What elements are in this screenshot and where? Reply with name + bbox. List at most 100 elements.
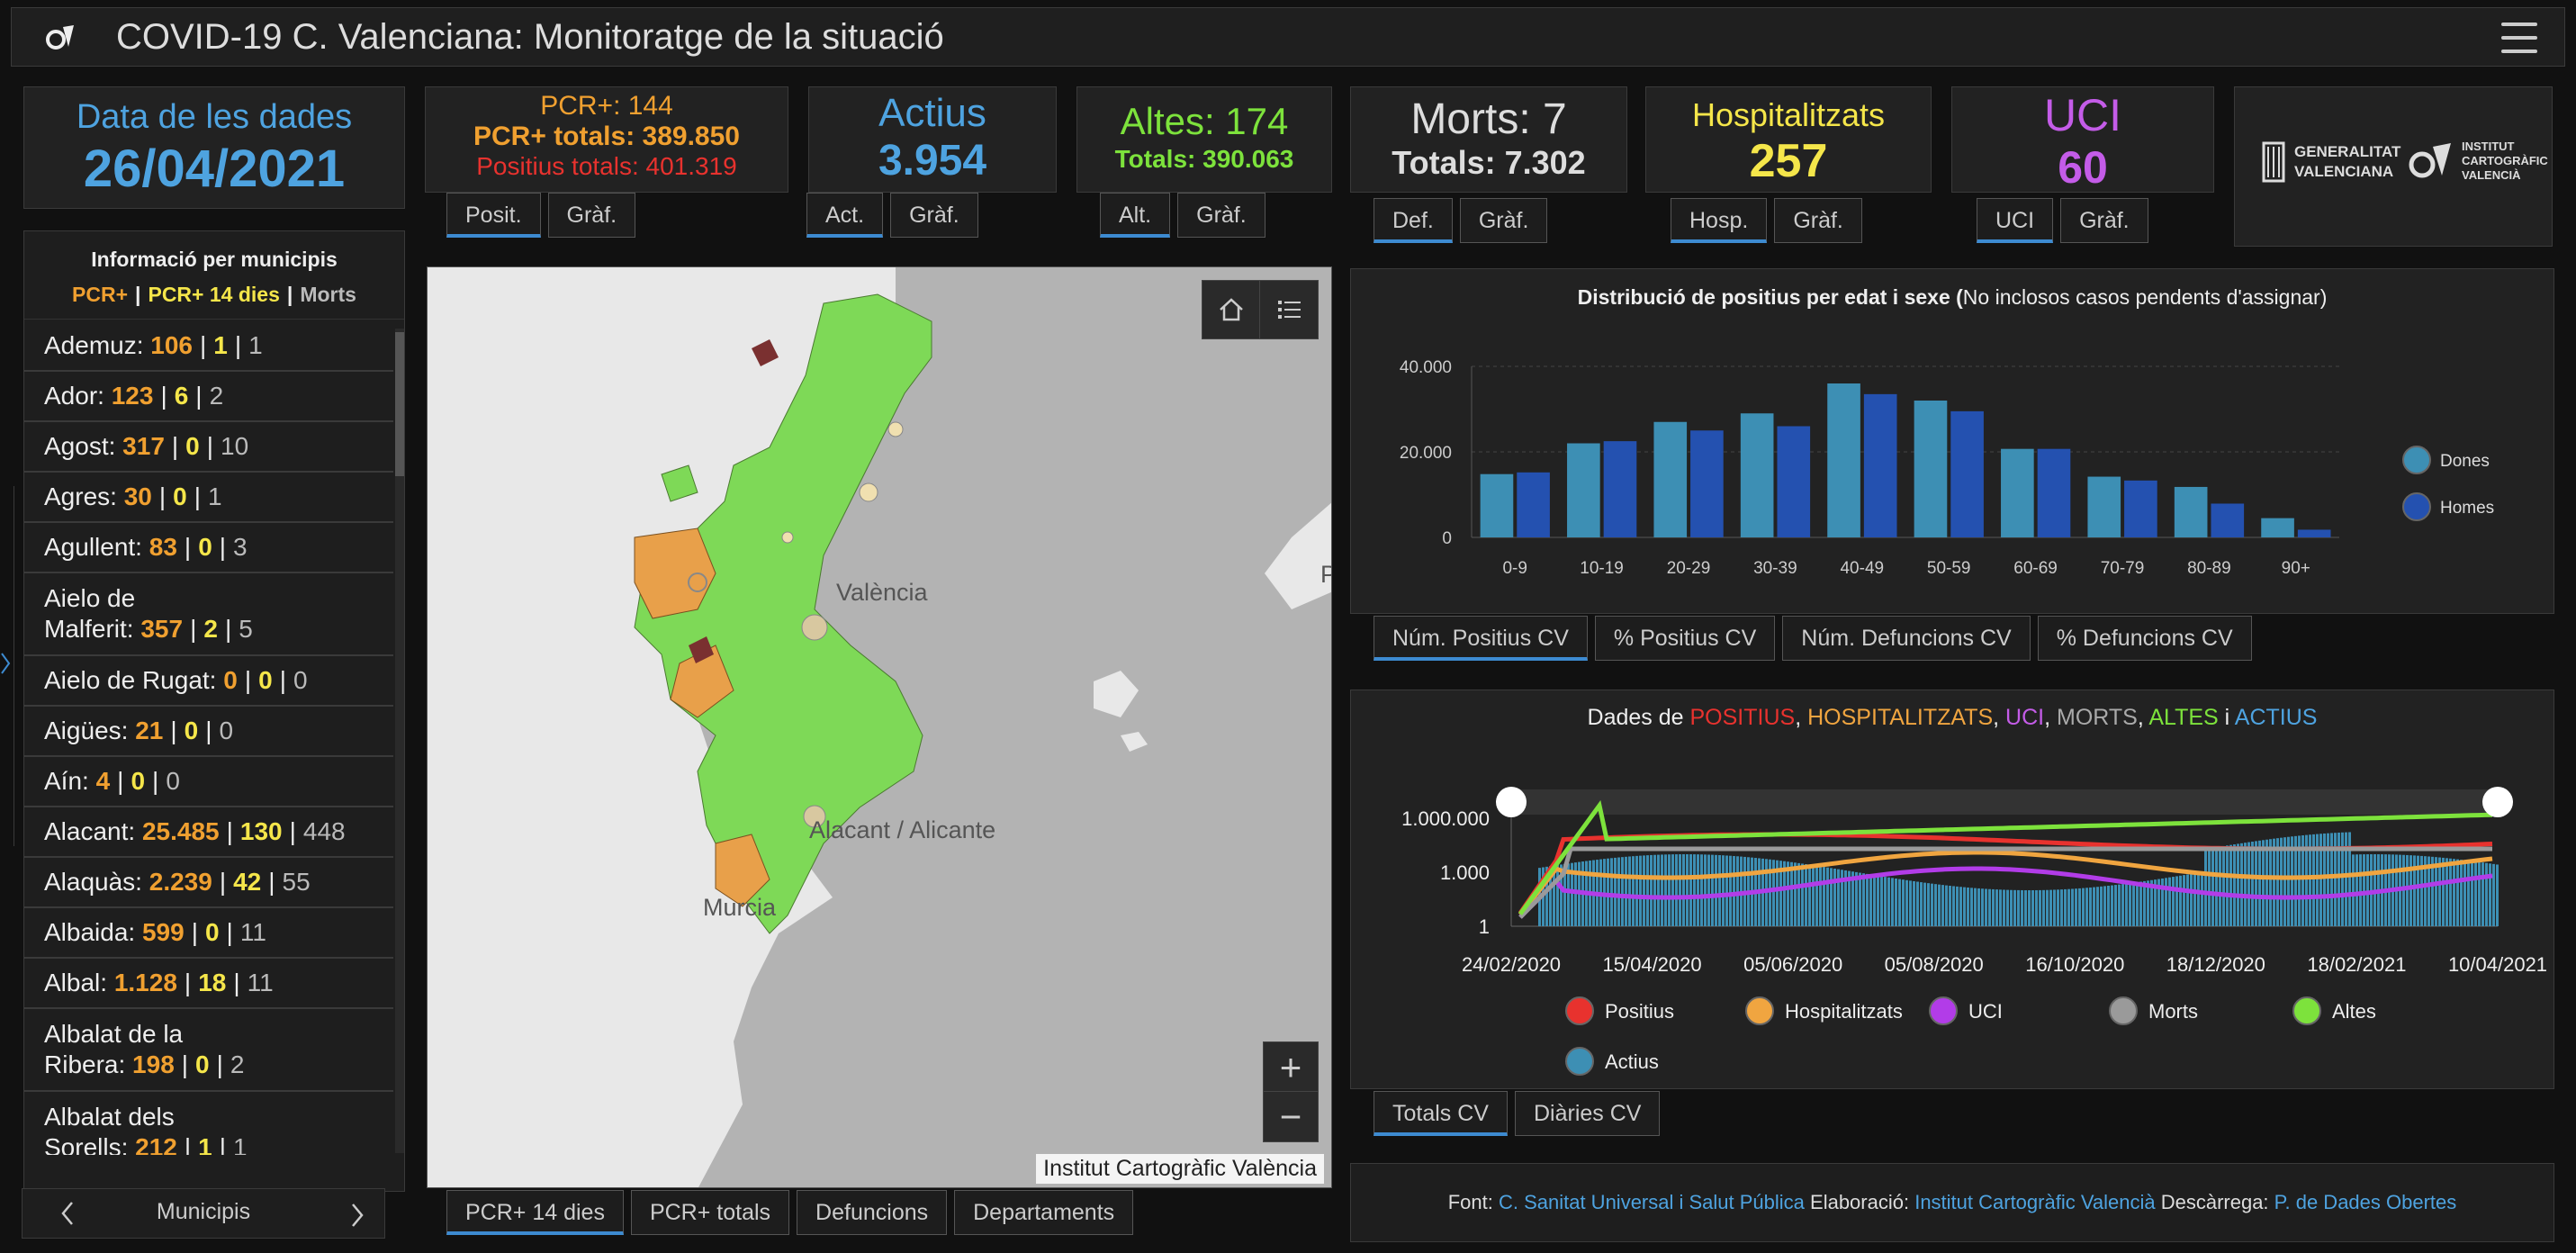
- ts-xtick-label: 18/12/2020: [2166, 953, 2265, 976]
- ts-legend-swatch[interactable]: [2109, 996, 2138, 1025]
- municipality-row[interactable]: Agullent: 83 | 0 | 3: [24, 523, 393, 573]
- legend-button[interactable]: [1260, 281, 1318, 338]
- map-tab-1[interactable]: PCR+ totals: [630, 1190, 790, 1235]
- tab-alt[interactable]: Alt.: [1100, 193, 1171, 238]
- age-bar-dones[interactable]: [1653, 421, 1688, 537]
- ts-legend-label[interactable]: Hospitalitzats: [1785, 1000, 1903, 1023]
- ts-legend-label[interactable]: Altes: [2332, 1000, 2376, 1023]
- municipality-row[interactable]: Albaida: 599 | 0 | 11: [24, 908, 393, 959]
- age-legend-swatch[interactable]: [2402, 492, 2431, 521]
- age-legend-label[interactable]: Homes: [2440, 499, 2494, 518]
- scrollbar-thumb[interactable]: [395, 332, 404, 476]
- tab-hosp-graf[interactable]: Gràf.: [1774, 198, 1862, 243]
- municipality-row[interactable]: Aigües: 21 | 0 | 0: [24, 707, 393, 757]
- tab-pcr-graf[interactable]: Gràf.: [547, 193, 636, 238]
- municipality-row[interactable]: Agost: 317 | 0 | 10: [24, 422, 393, 473]
- tab-def-graf[interactable]: Gràf.: [1459, 198, 1548, 243]
- municipality-row[interactable]: Ademuz: 106 | 1 | 1: [24, 321, 393, 372]
- age-bar-homes[interactable]: [2211, 503, 2245, 537]
- ts-legend-swatch[interactable]: [1565, 1047, 1594, 1076]
- ts-range-handle[interactable]: [2482, 787, 2513, 817]
- age-legend-swatch[interactable]: [2402, 446, 2431, 474]
- ts-chart-tab-0[interactable]: Totals CV: [1374, 1091, 1508, 1136]
- home-button[interactable]: [1202, 281, 1260, 338]
- municipality-row[interactable]: Albalat dels Sorells: 212 | 1 | 1: [24, 1092, 393, 1155]
- age-bar-homes[interactable]: [1777, 426, 1811, 538]
- chevron-right-icon[interactable]: [0, 650, 13, 677]
- ts-legend-swatch[interactable]: [1929, 996, 1958, 1025]
- ts-actius-bar: [2471, 861, 2473, 926]
- age-bar-dones[interactable]: [2261, 518, 2294, 537]
- tab-act[interactable]: Act.: [806, 193, 884, 238]
- municipality-name: Agullent:: [44, 533, 142, 561]
- age-bar-dones[interactable]: [2087, 476, 2121, 537]
- municipality-row[interactable]: Ador: 123 | 6 | 2: [24, 372, 393, 422]
- tab-posit[interactable]: Posit.: [446, 193, 541, 238]
- age-legend-label[interactable]: Dones: [2440, 452, 2490, 471]
- prev-page-icon[interactable]: [59, 1200, 77, 1227]
- ts-legend-swatch[interactable]: [1565, 996, 1594, 1025]
- age-bar-dones[interactable]: [2001, 448, 2034, 537]
- age-chart-tab-3[interactable]: % Defuncions CV: [2037, 616, 2252, 661]
- age-bar-dones[interactable]: [1567, 443, 1600, 538]
- ts-actius-bar: [2467, 861, 2470, 926]
- map-tab-2[interactable]: Defuncions: [797, 1190, 948, 1235]
- tab-alt-graf[interactable]: Gràf.: [1177, 193, 1265, 238]
- age-bar-homes[interactable]: [1950, 410, 1984, 537]
- tab-def[interactable]: Def.: [1374, 198, 1453, 243]
- map-tab-0[interactable]: PCR+ 14 dies: [446, 1190, 624, 1235]
- municipality-row[interactable]: Aielo de Rugat: 0 | 0 | 0: [24, 656, 393, 707]
- municipality-row[interactable]: Alaquàs: 2.239 | 42 | 55: [24, 858, 393, 908]
- tab-uci[interactable]: UCI: [1977, 198, 2054, 243]
- age-bar-homes[interactable]: [2297, 529, 2331, 537]
- ts-legend-label[interactable]: Positius: [1605, 1000, 1674, 1023]
- age-bar-dones[interactable]: [1480, 473, 1514, 537]
- age-bar-dones[interactable]: [2174, 486, 2208, 537]
- zoom-out-button[interactable]: −: [1279, 1095, 1302, 1138]
- municipality-row[interactable]: Albalat de la Ribera: 198 | 0 | 2: [24, 1009, 393, 1092]
- municipality-row[interactable]: Albal: 1.128 | 18 | 11: [24, 959, 393, 1009]
- age-bar-homes[interactable]: [2124, 480, 2157, 537]
- source-font-link[interactable]: C. Sanitat Universal i Salut Pública: [1498, 1191, 1805, 1213]
- map-tab-3[interactable]: Departaments: [954, 1190, 1134, 1235]
- age-bar-homes[interactable]: [1863, 393, 1897, 537]
- sidebar-collapse-handle[interactable]: [0, 486, 14, 846]
- ts-title-actius: ACTIUS: [2234, 705, 2318, 730]
- ts-range-slider[interactable]: [1511, 789, 2498, 815]
- municipality-row[interactable]: Agres: 30 | 0 | 1: [24, 473, 393, 523]
- municipality-row[interactable]: Alacant: 25.485 | 130 | 448: [24, 807, 393, 858]
- source-desc-link[interactable]: P. de Dades Obertes: [2274, 1191, 2457, 1213]
- map-attribution[interactable]: Institut Cartogràfic València: [1036, 1154, 1324, 1184]
- map-view[interactable]: València Alacant / Alicante Murcia P + −…: [427, 266, 1332, 1188]
- age-bar-homes[interactable]: [1517, 472, 1550, 537]
- source-elab-link[interactable]: Institut Cartogràfic Valencià: [1914, 1191, 2156, 1213]
- ts-legend-label[interactable]: Actius: [1605, 1050, 1659, 1073]
- next-page-icon[interactable]: [348, 1202, 366, 1229]
- tab-uci-graf[interactable]: Gràf.: [2060, 198, 2148, 243]
- ts-legend-label[interactable]: UCI: [1968, 1000, 2003, 1023]
- zoom-in-button[interactable]: +: [1264, 1042, 1318, 1092]
- age-chart-tab-1[interactable]: % Positius CV: [1594, 616, 1776, 661]
- age-bar-homes[interactable]: [1603, 441, 1637, 537]
- map-canvas[interactable]: [428, 267, 1332, 1188]
- tab-act-graf[interactable]: Gràf.: [890, 193, 978, 238]
- tab-hosp[interactable]: Hosp.: [1671, 198, 1768, 243]
- age-bar-homes[interactable]: [2037, 448, 2071, 537]
- age-chart-tab-2[interactable]: Núm. Defuncions CV: [1782, 616, 2031, 661]
- ts-legend-swatch[interactable]: [1745, 996, 1774, 1025]
- age-chart-tab-0[interactable]: Núm. Positius CV: [1374, 616, 1588, 661]
- age-bar-dones[interactable]: [1914, 401, 1948, 537]
- municipalities-footer: Municipis: [22, 1188, 385, 1239]
- ts-range-handle[interactable]: [1496, 787, 1527, 817]
- municipalities-scrollbar[interactable]: [395, 329, 404, 1153]
- age-bar-homes[interactable]: [1690, 430, 1724, 537]
- ts-chart-tab-1[interactable]: Diàries CV: [1514, 1091, 1661, 1136]
- age-bar-dones[interactable]: [1827, 383, 1860, 537]
- municipality-row[interactable]: Aielo de Malferit: 357 | 2 | 5: [24, 573, 393, 656]
- hamburger-menu-icon[interactable]: [2501, 23, 2537, 53]
- municipality-row[interactable]: Aín: 4 | 0 | 0: [24, 757, 393, 807]
- ts-legend-swatch[interactable]: [2292, 996, 2321, 1025]
- municipalities-list[interactable]: Ademuz: 106 | 1 | 1 Ador: 123 | 6 | 2 Agost: 317 | 0…: [24, 321, 393, 1155]
- age-bar-dones[interactable]: [1740, 413, 1774, 537]
- ts-legend-label[interactable]: Morts: [2148, 1000, 2198, 1023]
